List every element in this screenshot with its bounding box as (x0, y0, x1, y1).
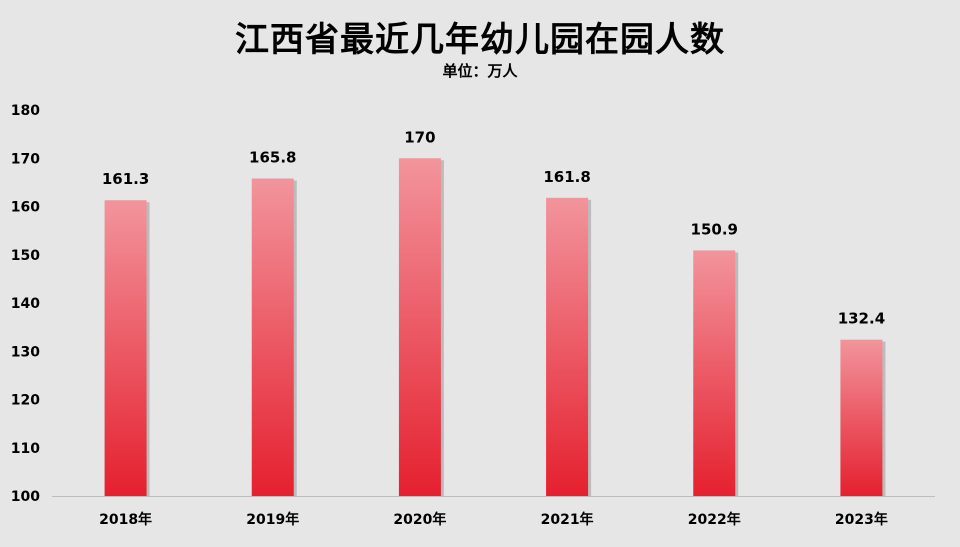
y-tick-label: 160 (11, 200, 40, 216)
chart-subtitle: 单位：万人 (442, 62, 518, 80)
bars: 161.3 165.8 170 161.8 150.9 132.4 (102, 128, 886, 497)
y-axis: 100 110 120 130 140 150 160 170 180 (11, 103, 40, 505)
data-label: 150.9 (691, 220, 738, 238)
x-tick-label: 2021年 (541, 511, 594, 528)
x-tick-label: 2023年 (835, 511, 888, 528)
data-label: 165.8 (249, 149, 296, 167)
data-label: 161.3 (102, 170, 149, 188)
y-tick-label: 120 (11, 393, 40, 409)
x-tick-label: 2022年 (688, 511, 741, 528)
x-tick-label: 2020年 (393, 511, 446, 528)
bar-2022年 (693, 250, 736, 496)
bar-2020年 (398, 158, 441, 496)
x-tick-label: 2019年 (246, 511, 299, 528)
bar-2021年 (546, 197, 589, 496)
data-label: 170 (404, 128, 435, 146)
data-label: 161.8 (543, 168, 590, 186)
y-tick-label: 100 (11, 489, 40, 505)
chart-title: 江西省最近几年幼儿园在园人数 (235, 20, 725, 60)
y-tick-label: 180 (11, 103, 40, 119)
y-tick-label: 150 (11, 248, 40, 264)
y-tick-label: 140 (11, 296, 40, 312)
x-tick-label: 2018年 (99, 511, 152, 528)
y-tick-label: 170 (11, 151, 40, 167)
y-tick-label: 130 (11, 344, 40, 360)
y-tick-label: 110 (11, 441, 40, 457)
x-axis: 2018年 2019年 2020年 2021年 2022年 2023年 (52, 496, 935, 528)
data-label: 132.4 (838, 310, 885, 328)
bar-2023年 (840, 339, 883, 496)
bar-2018年 (104, 200, 147, 497)
bar-2019年 (251, 178, 294, 496)
